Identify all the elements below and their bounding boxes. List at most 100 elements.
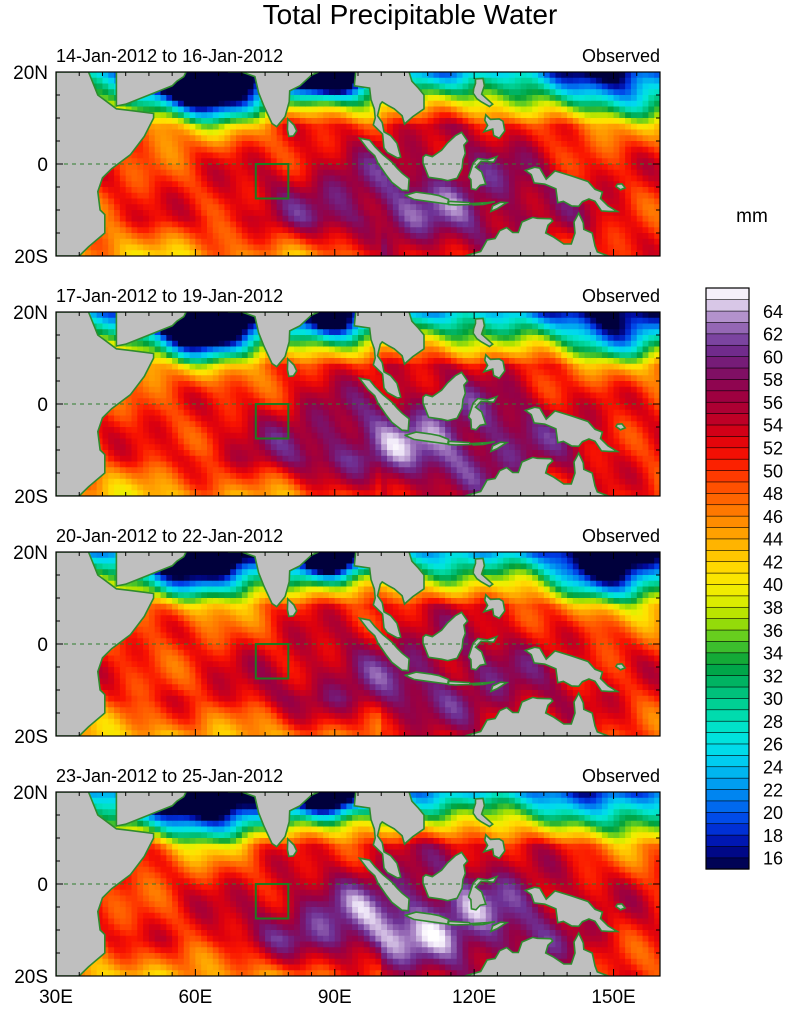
colorbar-swatch <box>705 492 750 506</box>
colorbar-tick-label: 28 <box>763 712 783 732</box>
colorbar-tick-label: 60 <box>763 347 783 367</box>
colorbar-tick-label: 64 <box>763 302 783 322</box>
lon-tick-label: 120E <box>452 987 496 1008</box>
lat-tick-label: 20N <box>13 63 48 84</box>
land-mass <box>482 113 506 140</box>
colorbar-swatch <box>705 811 750 825</box>
panel-tag: Observed <box>582 46 660 66</box>
colorbar-swatch <box>705 720 750 733</box>
colorbar-swatch <box>705 731 750 745</box>
map-panel: 20N 0 20S 14-Jan-2012 to 16-Jan-2012 Observe… <box>13 46 661 268</box>
colorbar-swatch <box>705 640 750 654</box>
panel-tag: Observed <box>582 526 660 546</box>
panel-period: 17-Jan-2012 to 19-Jan-2012 <box>56 286 283 306</box>
colorbar-swatch <box>705 504 750 517</box>
colorbar-tick-label: 24 <box>763 757 783 777</box>
colorbar-swatch <box>705 606 750 619</box>
land-mass <box>472 77 494 108</box>
land-mass <box>467 635 499 671</box>
lon-tick-label: 30E <box>39 987 73 1008</box>
land-mass <box>286 117 298 138</box>
colorbar-swatch <box>705 800 750 813</box>
colorbar-tick-label: 54 <box>763 416 783 436</box>
colorbar-swatch <box>705 766 750 779</box>
colorbar-tick-label: 36 <box>763 621 783 641</box>
colorbar-swatch <box>705 481 750 494</box>
colorbar-swatch <box>705 435 750 449</box>
colorbar: 1618202224262830323436384042444648505254… <box>705 287 783 870</box>
land-mass <box>464 451 609 496</box>
colorbar-swatch <box>705 709 750 722</box>
colorbar-swatch <box>705 424 750 437</box>
land-mass <box>614 902 627 911</box>
map-panel: 20N 0 20S 20-Jan-2012 to 22-Jan-2012 Observe… <box>13 526 661 748</box>
lat-tick-label: 20N <box>13 783 48 804</box>
lat-tick-label: 20S <box>14 247 48 268</box>
land-mass <box>227 552 319 608</box>
land-mass <box>482 353 506 380</box>
colorbar-swatch <box>705 754 750 768</box>
land-mass <box>523 886 621 933</box>
colorbar-swatch <box>705 823 750 836</box>
colorbar-swatch <box>705 788 750 802</box>
map-panels: 20N 0 20S 14-Jan-2012 to 16-Jan-2012 Observe… <box>13 46 661 1008</box>
land-mass <box>482 593 506 620</box>
land-mass <box>614 182 627 191</box>
land-mass <box>523 646 621 693</box>
colorbar-tick-label: 42 <box>763 552 783 572</box>
colorbar-swatch <box>705 299 750 312</box>
colorbar-tick-label: 52 <box>763 438 783 458</box>
land-mass <box>472 797 494 828</box>
colorbar-swatch <box>705 287 750 300</box>
land-mass <box>447 680 472 686</box>
land-mass <box>447 440 472 446</box>
land-mass <box>115 552 187 587</box>
colorbar-swatch <box>705 629 750 642</box>
colorbar-swatch <box>705 675 750 688</box>
map-field <box>56 312 660 496</box>
panel-tag: Observed <box>582 286 660 306</box>
colorbar-tick-label: 26 <box>763 735 783 755</box>
analysis-box <box>254 643 290 680</box>
lon-tick-label: 150E <box>591 987 635 1008</box>
colorbar-tick-label: 30 <box>763 689 783 709</box>
land-mass <box>489 681 510 693</box>
land-mass <box>464 211 609 256</box>
land-mass <box>227 792 319 848</box>
analysis-box <box>254 403 290 440</box>
colorbar-swatch <box>705 447 750 460</box>
land-mass <box>353 552 425 639</box>
land-mass <box>286 357 298 378</box>
land-mass <box>115 792 187 827</box>
colorbar-swatch <box>705 401 750 414</box>
land-mass <box>422 371 469 422</box>
colorbar-swatch <box>705 697 750 711</box>
colorbar-frame <box>705 287 750 870</box>
land-mass <box>489 201 510 213</box>
land-mass <box>422 131 469 182</box>
colorbar-tick-label: 50 <box>763 461 783 481</box>
map-field <box>56 552 660 736</box>
colorbar-tick-label: 22 <box>763 780 783 800</box>
colorbar-swatch <box>705 618 750 631</box>
land-mass <box>523 166 621 213</box>
lat-tick-label: 20S <box>14 487 48 508</box>
map-panel: 20N 0 20S 17-Jan-2012 to 19-Jan-2012 Observe… <box>13 286 661 508</box>
colorbar-tick-label: 20 <box>763 803 783 823</box>
land-mass <box>467 875 499 911</box>
colorbar-swatch <box>705 378 750 392</box>
colorbar-swatch <box>705 857 750 870</box>
colorbar-swatch <box>705 458 750 471</box>
land-mass <box>489 441 510 453</box>
land-mass <box>489 921 510 933</box>
land-mass <box>353 312 425 399</box>
panel-period: 23-Jan-2012 to 25-Jan-2012 <box>56 766 283 786</box>
colorbar-swatch <box>705 526 750 540</box>
land-mass <box>227 312 319 368</box>
land-mass <box>472 317 494 348</box>
colorbar-swatch <box>705 344 750 357</box>
analysis-box <box>254 163 290 200</box>
land-mass <box>115 312 187 347</box>
colorbar-swatch <box>705 595 750 608</box>
